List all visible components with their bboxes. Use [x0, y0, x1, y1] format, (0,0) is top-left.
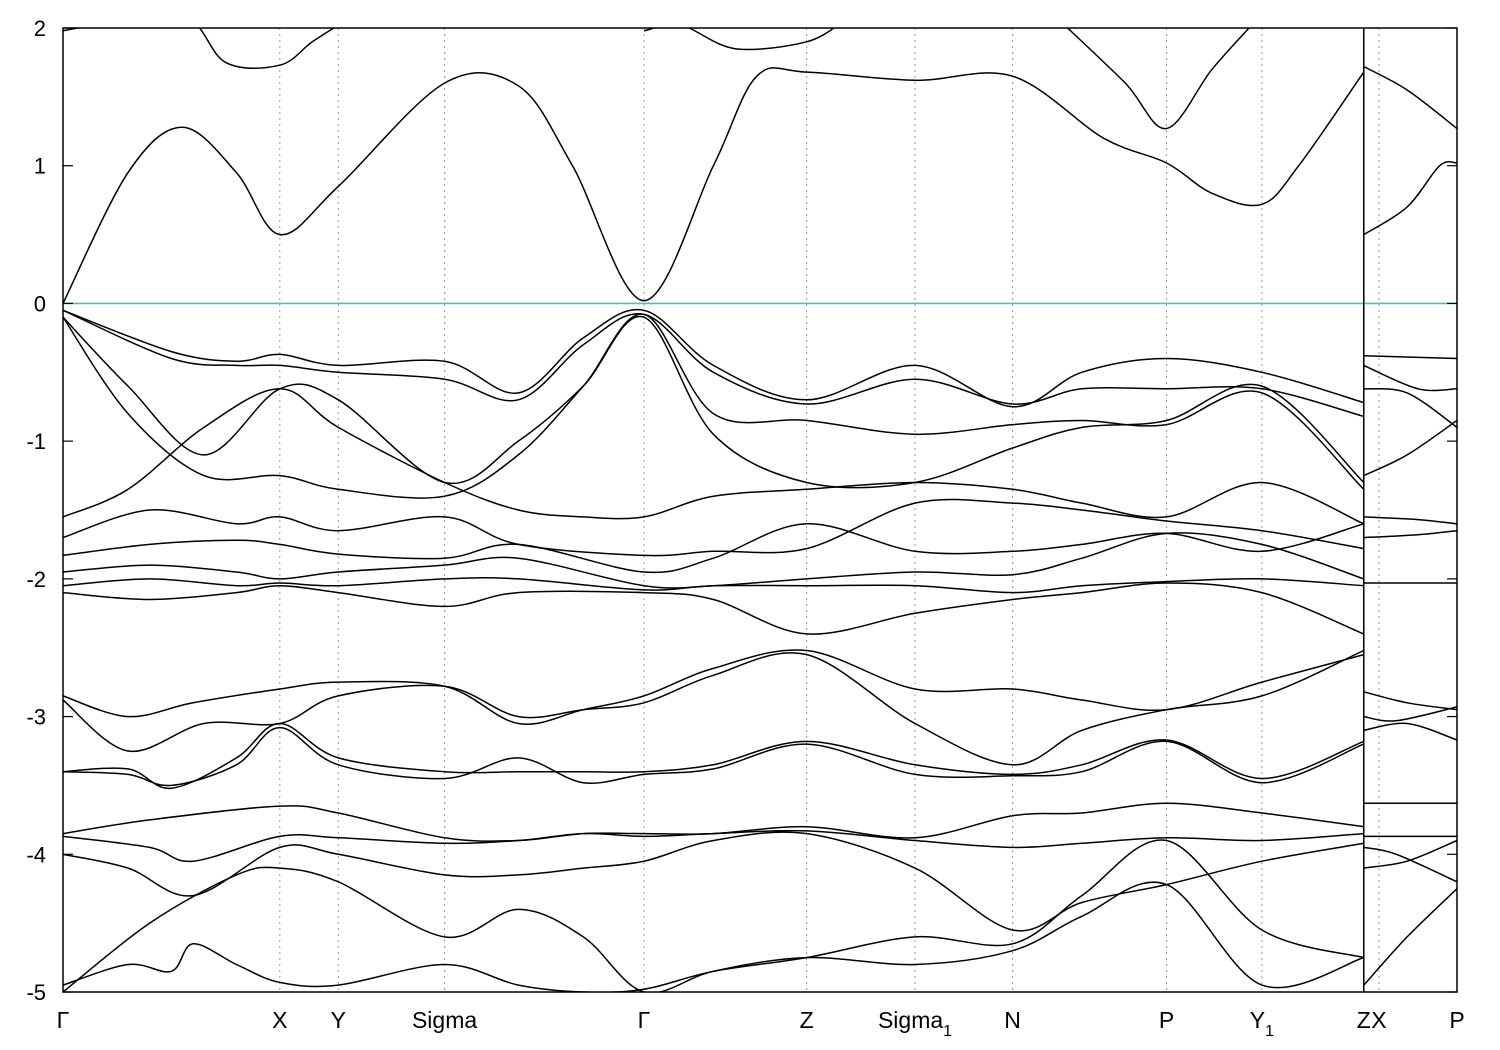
band-line: [63, 649, 1364, 725]
y-tick-label: -3: [26, 705, 46, 730]
band-line: [643, 28, 836, 51]
band-line: [63, 649, 1365, 766]
band-line: [63, 576, 1364, 594]
y-axis-ticks: 2 1 0 -1 -2 -3 -4 -5: [26, 16, 1457, 1005]
y-tick-label: 0: [34, 291, 46, 316]
band-line: [1363, 419, 1457, 477]
band-line: [63, 388, 1365, 525]
band-line: [63, 67, 1365, 304]
kpoint-label: Z: [800, 1007, 814, 1033]
axes-frame: [62, 27, 1458, 993]
band-line: [63, 582, 1365, 635]
kpoint-label-subscript: 1: [1265, 1023, 1274, 1040]
kpoint-label: Γ: [638, 1007, 651, 1033]
band-line: [1363, 691, 1457, 711]
band-line: [1363, 888, 1457, 986]
band-line: [1363, 160, 1457, 236]
band-line: [1363, 65, 1457, 130]
band-line: [1363, 722, 1457, 741]
kpoint-label: Z: [1357, 1007, 1371, 1033]
y-tick-label: -5: [26, 980, 46, 1005]
kpoint-label: Γ: [57, 1007, 70, 1033]
band-line: [63, 726, 1365, 787]
band-line: [1363, 846, 1457, 883]
y-tick-label: 1: [34, 154, 46, 179]
kpoint-label: Sigma: [412, 1007, 477, 1033]
band-line: [1363, 529, 1457, 539]
band-line: [1363, 355, 1457, 360]
band-line: [1363, 516, 1457, 525]
y-tick-label: 2: [34, 16, 46, 41]
band-line: [1066, 28, 1251, 130]
kpoint-label: P: [1159, 1007, 1174, 1033]
band-line: [1363, 706, 1457, 722]
kpoint-label: Y: [331, 1007, 346, 1033]
band-lines: [63, 28, 1457, 992]
kpoint-label: X: [1371, 1007, 1386, 1033]
band-line: [63, 308, 1365, 408]
band-line: [63, 523, 1364, 574]
kpoint-label-subscript: 1: [943, 1023, 952, 1040]
y-tick-label: -1: [26, 429, 46, 454]
band-line: [1363, 839, 1457, 869]
band-line: [1363, 364, 1457, 392]
kpoint-label: P: [1449, 1007, 1464, 1033]
y-tick-label: -2: [26, 567, 46, 592]
band-line: [63, 498, 1364, 557]
band-line: [1363, 387, 1457, 429]
band-line: [63, 839, 1364, 992]
plot-frame: [62, 27, 1458, 993]
kpoint-label: N: [1004, 1007, 1021, 1033]
band-line: [63, 28, 336, 70]
band-line: [63, 866, 1365, 992]
kpoint-label: X: [272, 1007, 287, 1033]
band-line: [63, 829, 1364, 863]
band-line: [63, 313, 1365, 499]
band-line: [63, 722, 1365, 789]
y-tick-label: -4: [26, 842, 46, 867]
band-line: [63, 309, 1364, 418]
